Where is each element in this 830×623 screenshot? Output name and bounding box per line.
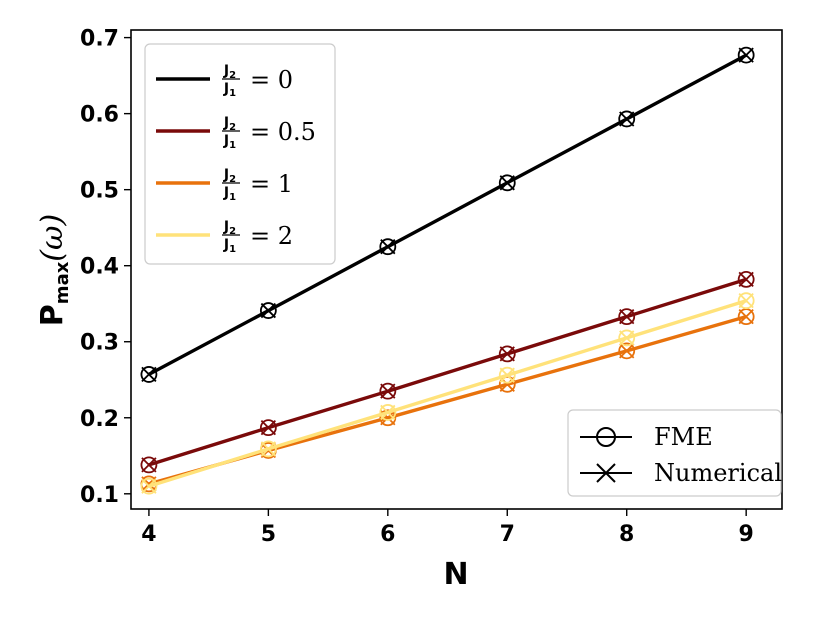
fme-point [259,419,277,437]
fme-point [140,366,158,383]
series-line-1 [148,277,747,467]
legend-frac-denominator: J1 [223,81,236,99]
legend-markers: FME Numerical [567,409,782,497]
numerical-point [141,366,157,383]
numerical-point [499,175,515,191]
legend-frac-numerator: J2 [223,219,236,237]
legend-marker-circle-icon [596,427,616,447]
svg-text:Pmax(ω): Pmax(ω) [35,214,73,326]
legend-marker-label: FME [654,423,713,451]
x-axis-label: N [443,557,468,592]
numerical-point [380,239,396,255]
legend-series-frame [144,43,336,265]
fme-point [737,270,755,288]
legend-frac-denominator: J1 [223,133,236,151]
y-tick-label: 0.7 [80,27,119,52]
y-axis: 0.1 0.2 0.3 0.4 0.5 0.6 0.7 [80,27,131,508]
numerical-point [499,367,515,383]
x-tick-label: 5 [261,522,276,547]
y-tick-label: 0.4 [80,255,119,280]
fme-point [737,46,755,64]
legend-frac-denominator: J1 [223,237,236,255]
numerical-point [738,309,754,325]
y-tick-label: 0.5 [80,179,119,204]
x-axis: 4 5 6 7 8 9 [141,509,754,547]
fme-point [618,110,636,128]
numerical-point [260,420,277,436]
numerical-point [380,404,396,421]
fme-point [498,174,516,192]
fme-point [259,440,277,458]
numerical-point [619,309,635,325]
y-axis-label: Pmax(ω) [35,214,73,326]
fme-point [498,345,516,363]
y-tick-label: 0.3 [80,331,119,356]
x-tick-label: 4 [141,522,156,547]
legend-frac-denominator: J1 [223,185,236,203]
legend-label-1: = 0.5 [250,118,316,146]
legend-markers-frame [567,409,782,497]
fme-point [618,308,636,326]
numerical-point [738,47,754,63]
y-tick-label: 0.6 [80,103,119,128]
numerical-point [141,457,157,473]
legend-label-3: = 2 [250,222,293,250]
y-tick-label: 0.1 [80,483,119,508]
axes-frame [130,29,783,510]
fme-point [498,366,516,384]
x-tick-label: 7 [500,522,515,547]
numerical-point [619,343,635,359]
fme-point [379,238,397,256]
fme-point [379,409,397,427]
fme-point [618,342,636,360]
legend-frac-numerator: J2 [223,115,236,133]
x-tick-label: 8 [619,522,634,547]
fme-point [379,382,397,400]
numerical-point [619,330,635,346]
series-line-0 [148,53,748,376]
numerical-point [141,478,157,494]
x-tick-label: 6 [380,522,395,547]
legend-marker-label: Numerical [654,459,782,487]
fme-point [618,329,636,347]
fme-point [140,456,158,474]
legend-label-0: = 0 [250,66,293,94]
legend-frac-numerator: J2 [223,167,236,185]
fme-point [140,477,158,495]
x-tick-label: 9 [739,522,754,547]
numerical-point [499,346,515,362]
numerical-point [738,293,754,309]
series-line-3 [148,299,747,488]
fme-point [737,308,755,326]
legend-label-2: = 1 [250,170,293,198]
fme-point [259,302,277,319]
legend-marker-x-icon [596,463,616,483]
numerical-point [619,111,635,127]
numerical-point [738,271,754,288]
fme-point [379,404,397,421]
numerical-point [260,302,277,319]
legend-frac-numerator: J2 [223,63,236,81]
numerical-point [380,383,396,399]
numerical-point [260,441,277,457]
y-tick-label: 0.2 [80,407,119,432]
fme-point [737,292,755,310]
series-layer [140,46,755,495]
